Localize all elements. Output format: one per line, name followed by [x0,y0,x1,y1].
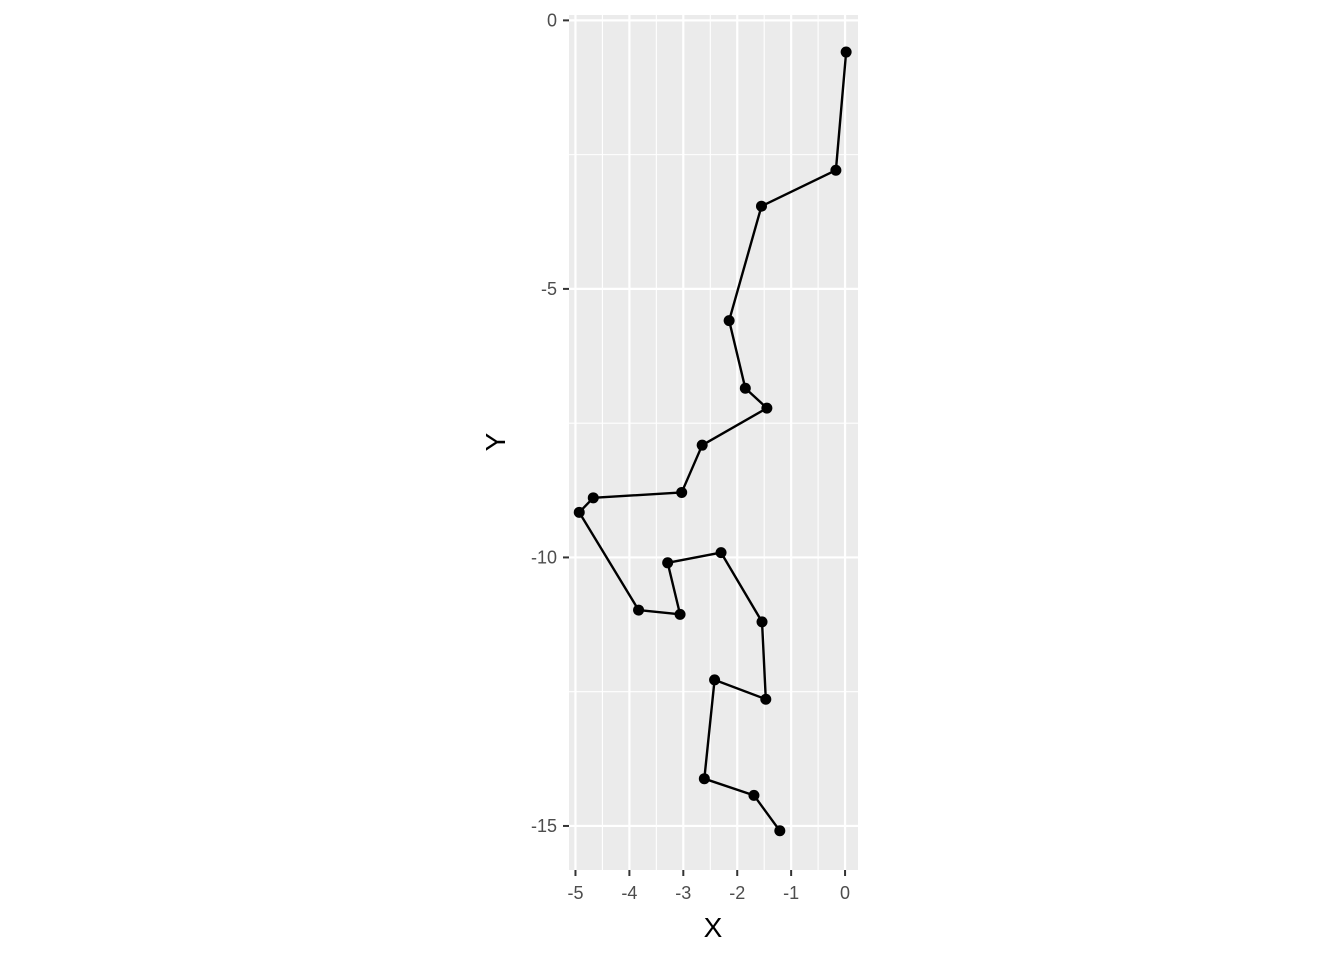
plot-panel [569,15,858,870]
series-layer [573,46,852,837]
data-point [755,200,767,212]
x-axis-title: X [704,912,723,943]
x-tick-label: -4 [621,883,637,903]
data-point [715,547,727,559]
data-point [761,402,773,414]
y-tick-label: -15 [531,816,557,836]
data-point [698,773,710,785]
data-point [573,506,585,518]
data-point [633,604,645,616]
data-point [830,164,842,176]
data-point [756,616,768,628]
data-point [709,674,721,686]
axis-ticks [563,19,847,876]
x-tick-label: -2 [729,883,745,903]
grid-major [569,15,858,870]
data-point [760,693,772,705]
x-tick-label: -5 [567,883,583,903]
y-tick-labels: 0 -5 -10 -15 [531,10,557,836]
series-line [578,51,848,832]
x-tick-label: -3 [675,883,691,903]
data-point [674,608,686,620]
x-tick-label: 0 [840,883,850,903]
data-point [748,789,760,801]
x-tick-labels: -5 -4 -3 -2 -1 0 [567,883,850,903]
data-point [723,315,735,327]
data-point [676,486,688,498]
y-tick-label: 0 [547,10,557,30]
data-point [587,492,599,504]
y-tick-label: -10 [531,547,557,567]
y-tick-label: -5 [541,279,557,299]
data-point [774,825,786,837]
data-point [739,382,751,394]
data-point [696,439,708,451]
x-tick-label: -1 [783,883,799,903]
y-axis-title: Y [480,432,511,451]
data-point [840,46,852,58]
data-point [662,557,674,569]
